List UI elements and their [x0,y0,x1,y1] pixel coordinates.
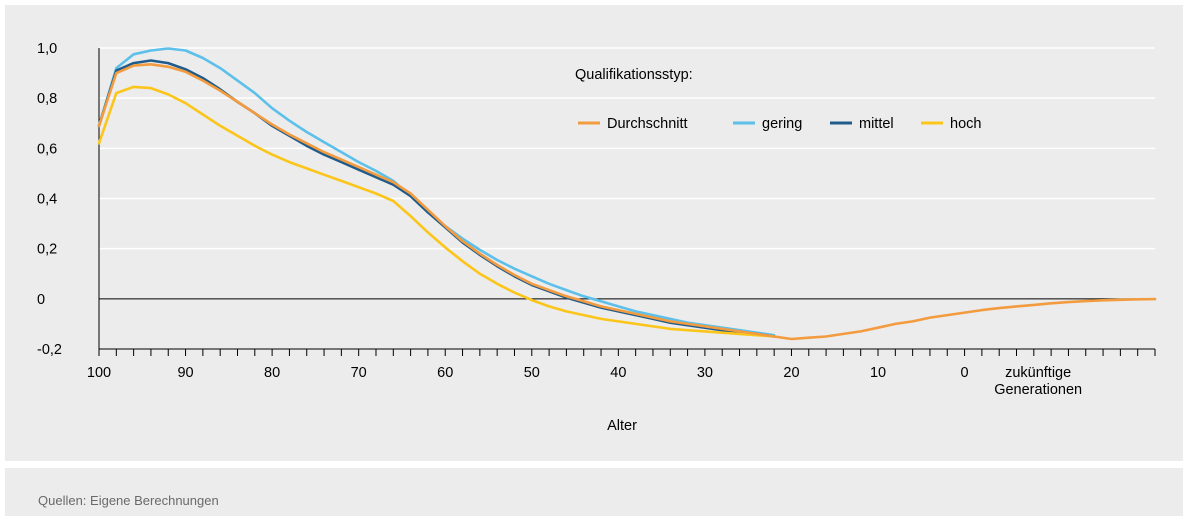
series-line-hoch [97,85,776,338]
legend-label-durchschnitt: Durchschnitt [607,116,688,132]
x-tick-label: 20 [783,365,799,381]
legend-label-hoch: hoch [950,116,981,132]
y-tick-label: 0,8 [37,91,57,107]
y-tick-label: 0,2 [37,242,57,258]
x-tick-label: 90 [177,365,193,381]
series-line-durchschnitt [97,62,1157,341]
chart-panel: 1,0 0,8 0,6 0,4 0,2 0 -0,2 100 90 80 70 60 50 40 30 20 1… [5,5,1183,461]
x-tick-label: 60 [437,365,453,381]
x-tick-label: 40 [610,365,626,381]
x-axis-title: Alter [607,418,637,434]
y-tick-label: 0,4 [37,192,57,208]
gridlines [99,47,1155,250]
x-future-label: zukünftige [1005,365,1071,381]
y-tick-label: 0,6 [37,141,57,157]
x-tick-label: 50 [524,365,540,381]
source-panel: Quellen: Eigene Berechnungen [5,468,1183,516]
x-tick-label: 80 [264,365,280,381]
legend-title: Qualifikationsstyp: [575,67,693,83]
x-tick-label: 100 [87,365,111,381]
y-tick-label: 1,0 [37,41,57,57]
x-tick-label: 0 [961,365,969,381]
series-lines [97,47,1157,341]
x-tick-label: 30 [697,365,713,381]
source-note: Quellen: Eigene Berechnungen [38,493,219,508]
x-future-label: Generationen [994,382,1082,398]
x-tick-label: 70 [351,365,367,381]
series-line-gering [97,47,776,337]
legend-label-gering: gering [762,116,802,132]
y-tick-label: 0 [37,292,45,308]
y-tick-label: -0,2 [37,342,62,358]
legend-label-mittel: mittel [859,116,894,132]
legend: Qualifikationsstyp: Durchschnitt gering mit… [575,67,981,132]
x-tick-label: 10 [870,365,886,381]
